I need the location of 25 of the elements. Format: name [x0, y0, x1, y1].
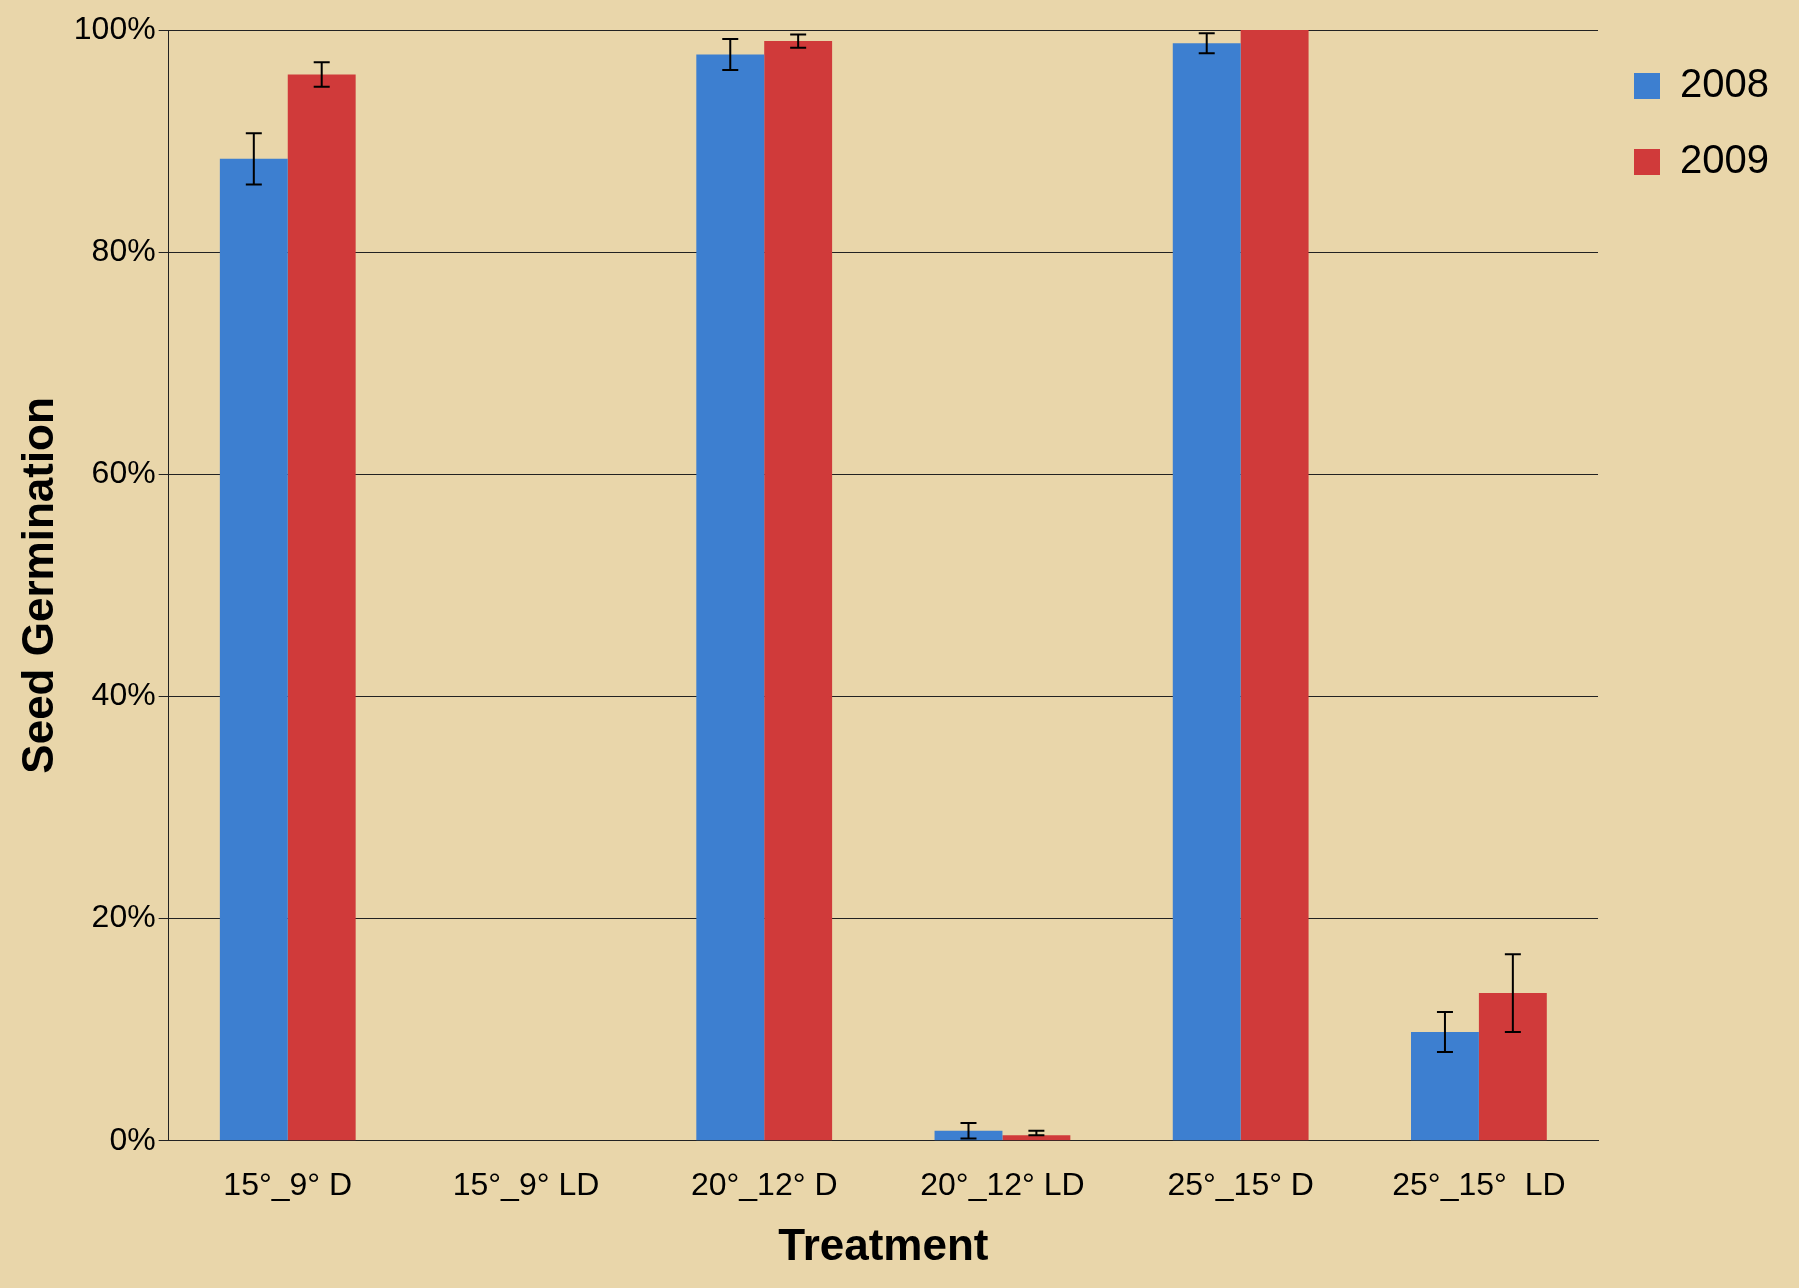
bar: [764, 41, 833, 1141]
bar: [1411, 1031, 1479, 1141]
x-tick-label: 15°_9° D: [223, 1165, 353, 1202]
x-tick-label: 25°_15° LD: [1392, 1165, 1566, 1202]
y-tick-label: 40%: [91, 676, 156, 713]
y-tick-label: 0%: [109, 1120, 156, 1157]
x-tick-label: 15°_9° LD: [452, 1165, 600, 1202]
y-tick-label: 60%: [91, 454, 156, 491]
bar: [1172, 43, 1241, 1141]
bar: [287, 74, 356, 1141]
legend-label: 2009: [1680, 137, 1769, 182]
x-tick-label: 20°_12° D: [690, 1165, 838, 1202]
bar: [1002, 1135, 1071, 1141]
y-tick-label: 100%: [73, 9, 156, 46]
x-tick-label: 20°_12° LD: [920, 1165, 1085, 1202]
legend-label: 2008: [1680, 61, 1769, 106]
y-tick-label: 80%: [91, 231, 156, 268]
x-tick-label: 25°_15° D: [1167, 1165, 1314, 1202]
y-axis-title: Seed Germination: [12, 397, 62, 774]
bar: [219, 158, 288, 1141]
bar: [1478, 993, 1547, 1141]
x-axis-title: Treatment: [778, 1219, 989, 1269]
bar: [1240, 30, 1309, 1141]
bar: [696, 54, 765, 1141]
y-tick-label: 20%: [91, 898, 156, 935]
